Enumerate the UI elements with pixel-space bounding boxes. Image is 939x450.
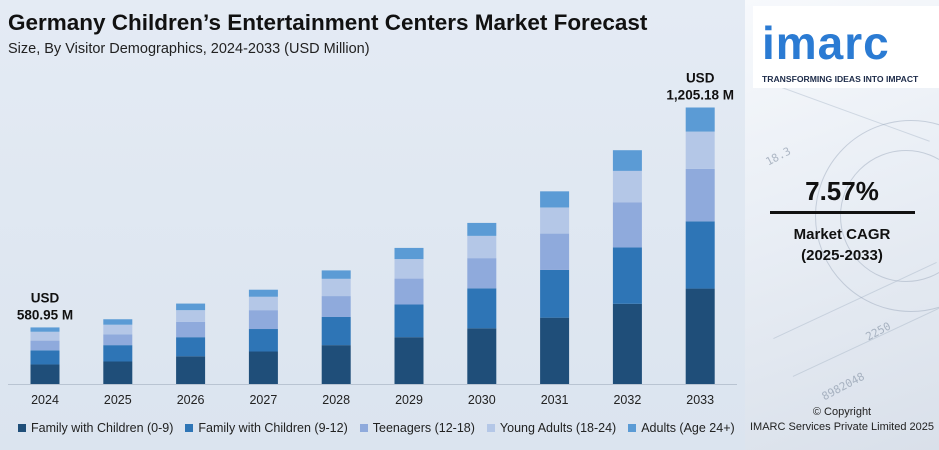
bar-segment-2027-series-4 bbox=[248, 289, 278, 297]
total-annotation-currency: USD bbox=[31, 290, 60, 305]
bar-segment-2024-series-4 bbox=[30, 327, 60, 332]
chart-title: Germany Children’s Entertainment Centers… bbox=[8, 10, 648, 35]
cagr-label: Market CAGR bbox=[793, 226, 891, 243]
bar-segment-2031-series-0 bbox=[540, 317, 570, 384]
bar-chart: 2024 2025 2026 2027 2028 2029 2030 2031 2032 2033… bbox=[8, 70, 737, 407]
legend-item-young-adults: Young Adults (18-24) bbox=[486, 421, 617, 435]
bar-segment-2030-series-1 bbox=[467, 288, 497, 329]
bar-segment-2030-series-0 bbox=[467, 328, 497, 384]
legend-swatch bbox=[18, 424, 26, 432]
bar-segment-2026-series-3 bbox=[176, 310, 206, 322]
bar-segment-2033-series-4 bbox=[685, 107, 715, 132]
total-annotation-value: 580.95 M bbox=[17, 307, 73, 322]
logo-tagline: TRANSFORMING IDEAS INTO IMPACT bbox=[762, 74, 919, 84]
bar-segment-2028-series-3 bbox=[321, 278, 351, 297]
copyright-notice: © Copyright bbox=[812, 406, 872, 418]
bar-segment-2029-series-3 bbox=[394, 259, 424, 279]
chart-panel: Germany Children’s Entertainment Centers… bbox=[0, 0, 745, 450]
bar-segment-2025-series-0 bbox=[103, 361, 133, 384]
bar-segment-2026-series-0 bbox=[176, 356, 206, 384]
legend-label: Young Adults (18-24) bbox=[499, 421, 617, 435]
bar-segment-2033-series-0 bbox=[685, 288, 715, 384]
x-tick-label: 2029 bbox=[395, 393, 423, 407]
bar-segment-2030-series-3 bbox=[467, 235, 497, 259]
x-tick-label: 2024 bbox=[31, 393, 59, 407]
bar-segment-2028-series-0 bbox=[321, 345, 351, 384]
bar-segment-2033-series-1 bbox=[685, 221, 715, 289]
legend-label: Teenagers (12-18) bbox=[372, 421, 475, 435]
cagr-period: (2025-2033) bbox=[801, 247, 883, 264]
x-tick-label: 2027 bbox=[249, 393, 277, 407]
bar-segment-2028-series-1 bbox=[321, 316, 351, 346]
bar-segment-2024-series-2 bbox=[30, 340, 60, 351]
bar-segment-2029-series-1 bbox=[394, 304, 424, 338]
bar-segment-2030-series-4 bbox=[467, 222, 497, 236]
legend-item-family-0-9: Family with Children (0-9) bbox=[18, 421, 173, 435]
bar-segment-2025-series-4 bbox=[103, 319, 133, 325]
bar-segment-2024-series-1 bbox=[30, 350, 60, 365]
decor-number: 8982048 bbox=[819, 369, 867, 404]
chart-legend: Family with Children (0-9) Family with C… bbox=[18, 420, 735, 436]
legend-item-adults: Adults (Age 24+) bbox=[628, 421, 735, 435]
bar-segment-2031-series-4 bbox=[540, 191, 570, 208]
bar-segment-2029-series-4 bbox=[394, 247, 424, 260]
x-tick-label: 2033 bbox=[686, 393, 714, 407]
decor-number: 2250 bbox=[863, 319, 894, 344]
bar-segment-2032-series-0 bbox=[612, 303, 642, 384]
decor-line bbox=[792, 304, 939, 377]
legend-swatch bbox=[359, 424, 368, 432]
cagr-value: 7.57% bbox=[805, 176, 879, 206]
bar-segment-2032-series-3 bbox=[612, 170, 642, 203]
bar-segment-2025-series-2 bbox=[103, 334, 133, 346]
bar-segment-2025-series-1 bbox=[103, 345, 133, 362]
legend-item-teenagers: Teenagers (12-18) bbox=[359, 421, 475, 435]
bar-segment-2032-series-1 bbox=[612, 247, 642, 304]
legend-swatch bbox=[628, 424, 637, 432]
bar-segment-2027-series-0 bbox=[248, 351, 278, 384]
bar-segment-2025-series-3 bbox=[103, 324, 133, 335]
bar-segment-2030-series-2 bbox=[467, 258, 497, 289]
decor-line bbox=[760, 79, 930, 142]
imarc-logo: imarc TRANSFORMING IDEAS INTO IMPACT bbox=[753, 6, 939, 88]
logo-wordmark: imarc bbox=[762, 17, 890, 69]
bar-segment-2026-series-4 bbox=[176, 303, 206, 311]
bar-segment-2032-series-2 bbox=[612, 202, 642, 248]
bar-segment-2033-series-2 bbox=[685, 168, 715, 222]
legend-item-family-9-12: Family with Children (9-12) bbox=[185, 421, 348, 435]
bar-segment-2026-series-2 bbox=[176, 321, 206, 338]
x-tick-label: 2026 bbox=[177, 393, 205, 407]
x-tick-label: 2031 bbox=[541, 393, 569, 407]
legend-swatch bbox=[486, 424, 495, 432]
decor-number: 18.3 bbox=[763, 144, 794, 169]
legend-label: Family with Children (0-9) bbox=[31, 421, 174, 435]
legend-label: Adults (Age 24+) bbox=[641, 421, 735, 435]
cagr-divider bbox=[770, 211, 915, 214]
chart-subtitle: Size, By Visitor Demographics, 2024-2033… bbox=[8, 41, 370, 57]
x-tick-label: 2030 bbox=[468, 393, 496, 407]
bar-segment-2029-series-2 bbox=[394, 278, 424, 305]
x-tick-label: 2025 bbox=[104, 393, 132, 407]
x-tick-label: 2032 bbox=[613, 393, 641, 407]
copyright-holder: IMARC Services Private Limited 2025 bbox=[749, 421, 934, 433]
bar-segment-2029-series-0 bbox=[394, 337, 424, 384]
total-annotation-currency: USD bbox=[686, 70, 715, 85]
bar-segment-2024-series-3 bbox=[30, 331, 60, 341]
total-annotation-value: 1,205.18 M bbox=[666, 87, 734, 102]
bar-segment-2033-series-3 bbox=[685, 131, 715, 169]
side-panel: 8982048 2250 18.3 imarc TRANSFORMING IDE… bbox=[745, 0, 939, 450]
bar-segment-2031-series-3 bbox=[540, 207, 570, 234]
bar-segment-2027-series-1 bbox=[248, 329, 278, 352]
bar-segment-2032-series-4 bbox=[612, 150, 642, 171]
bar-segment-2031-series-2 bbox=[540, 233, 570, 270]
x-tick-label: 2028 bbox=[322, 393, 350, 407]
bar-segment-2028-series-4 bbox=[321, 270, 351, 279]
legend-label: Family with Children (9-12) bbox=[198, 421, 348, 435]
bar-segment-2027-series-2 bbox=[248, 310, 278, 330]
bar-segment-2031-series-1 bbox=[540, 269, 570, 318]
bar-segment-2024-series-0 bbox=[30, 364, 60, 384]
bar-segment-2027-series-3 bbox=[248, 296, 278, 311]
bar-segment-2026-series-1 bbox=[176, 337, 206, 357]
bar-segment-2028-series-2 bbox=[321, 296, 351, 317]
legend-swatch bbox=[185, 424, 194, 432]
